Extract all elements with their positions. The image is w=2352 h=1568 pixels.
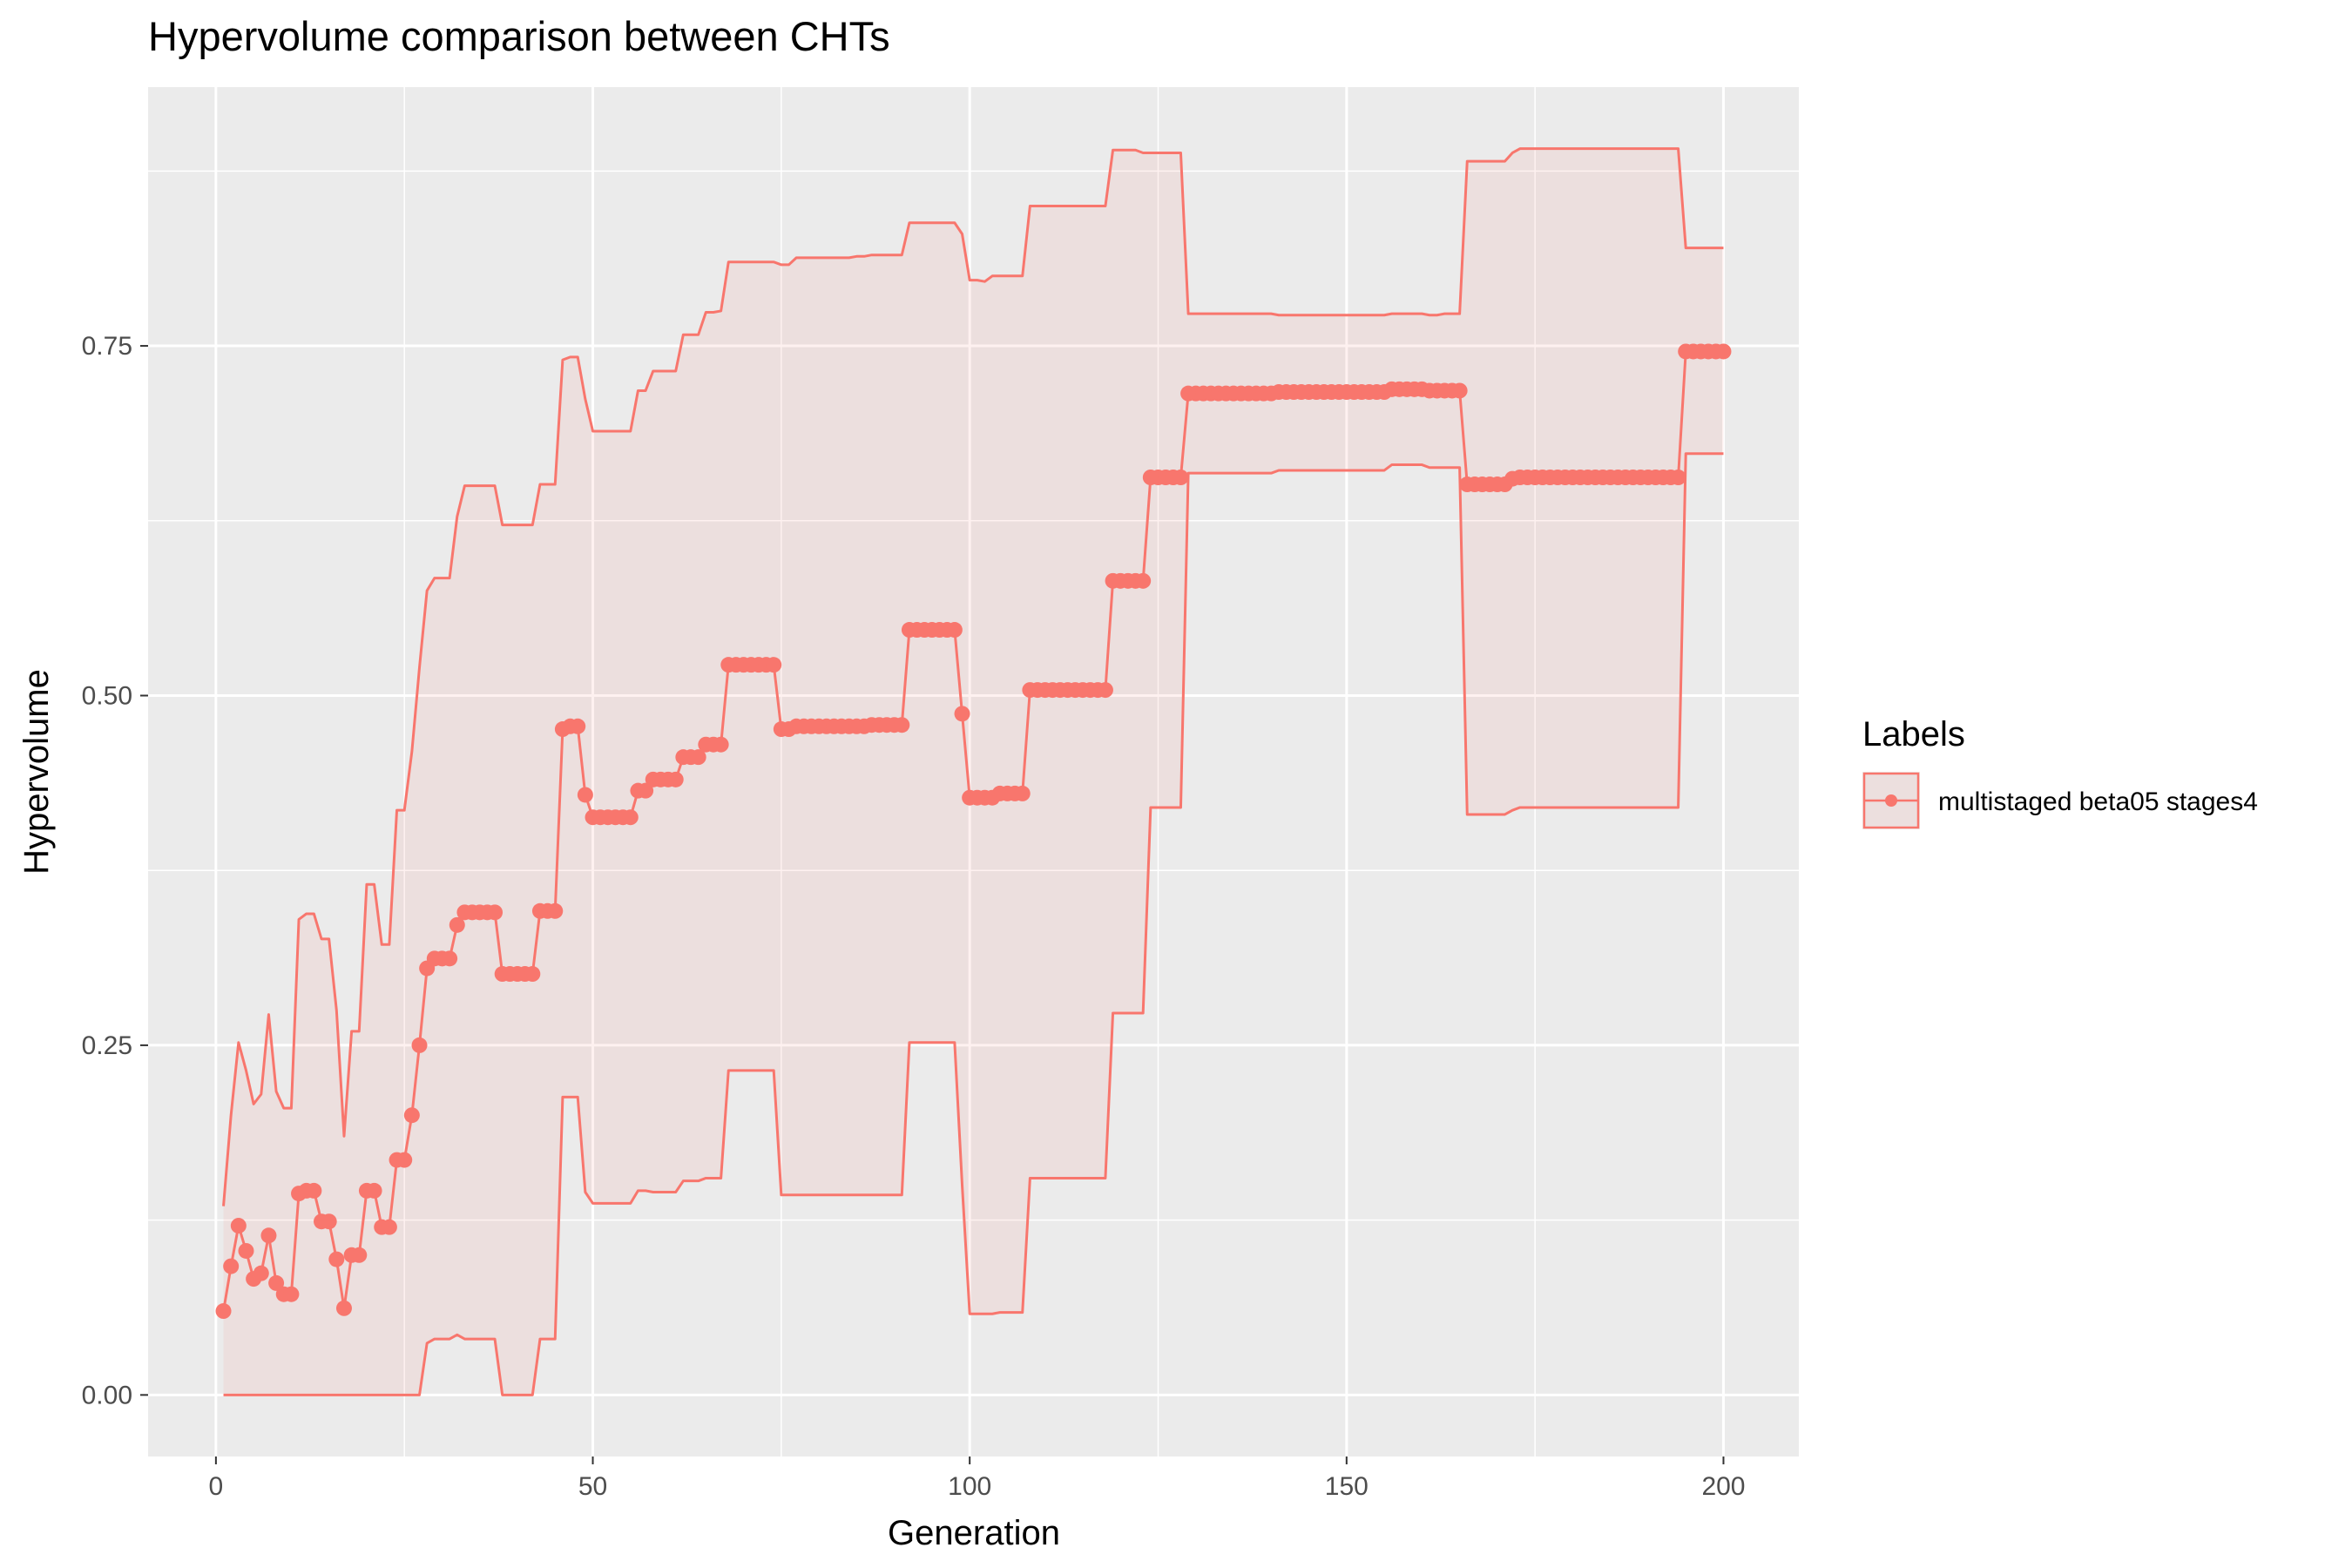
grid-major bbox=[148, 87, 1799, 1456]
plot-panel bbox=[148, 87, 1799, 1456]
x-tick-label: 100 bbox=[948, 1472, 991, 1501]
data-point bbox=[328, 1251, 345, 1267]
data-point bbox=[1670, 470, 1686, 485]
data-point bbox=[411, 1037, 428, 1053]
data-point bbox=[894, 717, 910, 733]
data-point bbox=[622, 809, 639, 826]
y-tick-label: 0.75 bbox=[82, 332, 132, 361]
x-axis: 0 50 100 150 200 bbox=[209, 1456, 1746, 1501]
data-point bbox=[335, 1300, 352, 1316]
x-tick-label: 50 bbox=[578, 1472, 607, 1501]
y-axis: 0.00 0.25 0.50 0.75 bbox=[82, 332, 148, 1409]
x-tick-label: 0 bbox=[209, 1472, 224, 1501]
y-axis-title: Hypervolume bbox=[17, 669, 56, 875]
data-point bbox=[667, 771, 684, 787]
chart-title: Hypervolume comparison between CHTs bbox=[148, 13, 890, 59]
data-point bbox=[946, 622, 963, 639]
data-points-layer bbox=[215, 343, 1732, 1320]
legend-title: Labels bbox=[1862, 715, 1965, 754]
data-point bbox=[306, 1182, 322, 1199]
y-tick-label: 0.25 bbox=[82, 1031, 132, 1060]
data-point bbox=[1097, 682, 1113, 699]
data-point bbox=[238, 1242, 254, 1259]
data-point bbox=[690, 749, 706, 766]
data-point bbox=[403, 1107, 420, 1124]
band-lower-line bbox=[223, 452, 1724, 1396]
y-tick-label: 0.00 bbox=[82, 1381, 132, 1409]
data-point bbox=[396, 1152, 413, 1168]
data-point bbox=[351, 1247, 368, 1263]
data-point bbox=[524, 966, 541, 983]
data-point bbox=[1173, 470, 1189, 485]
confidence-band-layer bbox=[222, 147, 1724, 1396]
data-point bbox=[1014, 785, 1031, 801]
data-point bbox=[268, 1274, 285, 1291]
x-tick-label: 200 bbox=[1701, 1472, 1745, 1501]
data-point bbox=[230, 1218, 247, 1234]
data-point bbox=[638, 782, 654, 799]
legend: Labels multistaged beta05 stages4 bbox=[1862, 715, 2258, 829]
band-upper-line bbox=[222, 147, 1724, 1206]
data-point bbox=[1451, 382, 1468, 399]
data-point bbox=[223, 1258, 240, 1274]
legend-key-point bbox=[1885, 794, 1897, 807]
data-point bbox=[321, 1213, 337, 1230]
data-point bbox=[260, 1227, 277, 1244]
data-point bbox=[442, 950, 458, 967]
data-point bbox=[954, 706, 970, 722]
data-point bbox=[1135, 572, 1152, 589]
data-point bbox=[547, 902, 564, 919]
data-point bbox=[283, 1286, 300, 1302]
data-point bbox=[449, 916, 465, 933]
confidence-band bbox=[223, 148, 1724, 1396]
grid-minor bbox=[148, 87, 1799, 1456]
data-point bbox=[1715, 343, 1732, 360]
data-point bbox=[487, 904, 504, 921]
data-point bbox=[713, 736, 729, 753]
data-point bbox=[215, 1303, 232, 1320]
legend-label: multistaged beta05 stages4 bbox=[1938, 787, 2258, 816]
data-point bbox=[570, 718, 586, 734]
y-tick-label: 0.50 bbox=[82, 681, 132, 710]
data-point bbox=[253, 1265, 269, 1281]
data-point bbox=[766, 657, 782, 673]
data-point bbox=[366, 1182, 382, 1199]
data-point bbox=[381, 1219, 397, 1235]
x-axis-title: Generation bbox=[888, 1514, 1060, 1552]
x-tick-label: 150 bbox=[1325, 1472, 1369, 1501]
data-point bbox=[577, 787, 593, 803]
